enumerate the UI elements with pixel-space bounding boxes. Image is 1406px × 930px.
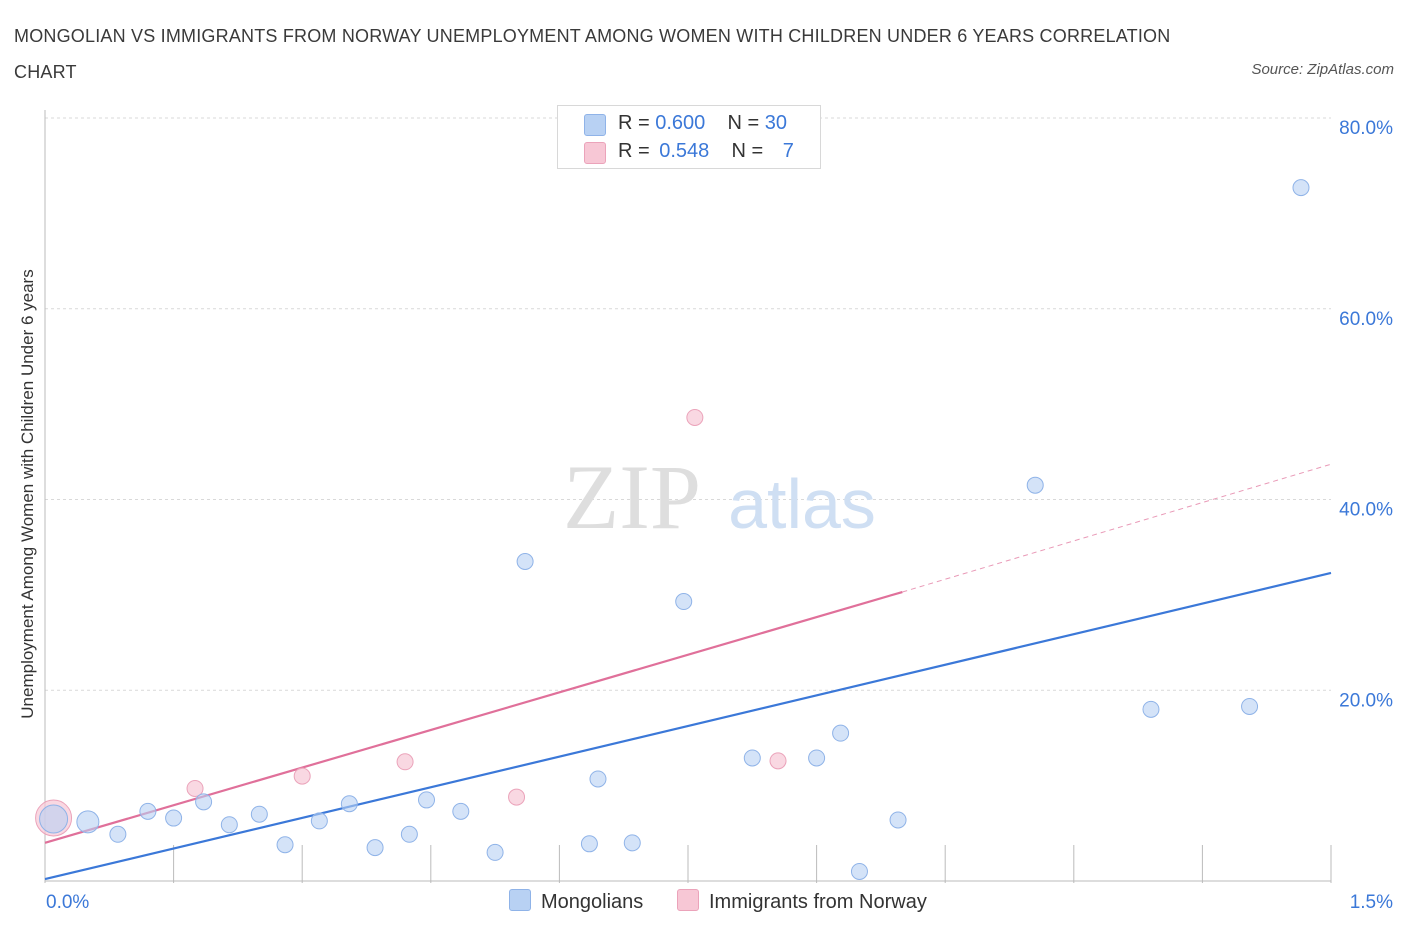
trend-lines bbox=[44, 463, 1332, 881]
data-point-mongolians bbox=[195, 793, 213, 811]
data-point-norway bbox=[186, 779, 204, 797]
legend-r-label: R = bbox=[618, 112, 650, 134]
tick-labels: 20.0% 40.0% 60.0% 80.0% 0.0% 1.5% bbox=[46, 118, 1393, 913]
data-point-mongolians bbox=[452, 802, 470, 820]
data-point-mongolians bbox=[39, 804, 69, 834]
source-label: Source: ZipAtlas.com bbox=[1251, 61, 1394, 78]
y-axis-label: Unemployment Among Women with Children U… bbox=[18, 269, 37, 719]
legend-n-label: N = bbox=[727, 112, 760, 134]
axes bbox=[44, 110, 1332, 883]
data-point-norway bbox=[396, 753, 414, 771]
legend-n-value: 30 bbox=[764, 112, 788, 134]
data-point-mongolians bbox=[486, 843, 504, 861]
watermark-atlas: atlas bbox=[728, 465, 876, 543]
data-point-norway bbox=[686, 408, 704, 426]
correlation-legend: R = 0.600 N = 30 R = 0.548 N = 7 bbox=[557, 105, 821, 169]
data-point-mongolians bbox=[76, 810, 100, 834]
trend-line-norway-extension bbox=[902, 463, 1332, 593]
data-point-mongolians bbox=[1142, 700, 1160, 718]
data-point-mongolians bbox=[400, 825, 418, 843]
data-point-mongolians bbox=[516, 552, 534, 570]
y-tick-label: 20.0% bbox=[1339, 690, 1393, 711]
x-tick-label: 1.5% bbox=[1350, 892, 1393, 913]
legend-n-label: N = bbox=[731, 140, 764, 162]
legend-swatch-blue bbox=[584, 114, 606, 136]
data-points bbox=[35, 179, 1310, 880]
legend-r-value: 0.600 bbox=[655, 112, 706, 134]
data-point-mongolians bbox=[418, 791, 436, 809]
watermark: ZIP atlas bbox=[563, 446, 876, 548]
bottom-legend-label: Immigrants from Norway bbox=[709, 891, 927, 913]
watermark-zip: ZIP bbox=[563, 446, 701, 548]
data-point-mongolians bbox=[832, 724, 850, 742]
data-point-norway bbox=[508, 788, 526, 806]
data-point-mongolians bbox=[366, 839, 384, 857]
data-point-mongolians bbox=[310, 812, 328, 830]
data-point-mongolians bbox=[1026, 476, 1044, 494]
data-point-mongolians bbox=[165, 809, 183, 827]
x-tick-label: 0.0% bbox=[46, 892, 89, 913]
data-point-mongolians bbox=[1241, 697, 1259, 715]
legend-n-value: 7 bbox=[782, 140, 794, 162]
data-point-mongolians bbox=[276, 836, 294, 854]
data-point-mongolians bbox=[139, 802, 157, 820]
bottom-legend-mongolians: Mongolians bbox=[509, 889, 643, 914]
data-point-mongolians bbox=[1292, 179, 1310, 197]
data-point-mongolians bbox=[340, 795, 358, 813]
y-tick-label: 80.0% bbox=[1339, 118, 1393, 139]
data-point-mongolians bbox=[889, 811, 907, 829]
bottom-legend-swatch-pink bbox=[677, 889, 699, 911]
legend-r-label: R = bbox=[618, 140, 650, 162]
chart-title: MONGOLIAN VS IMMIGRANTS FROM NORWAY UNEM… bbox=[14, 26, 1171, 82]
y-tick-label: 40.0% bbox=[1339, 500, 1393, 521]
trend-line-mongolians bbox=[44, 571, 1332, 881]
bottom-legend-swatch-blue bbox=[509, 889, 531, 911]
data-point-mongolians bbox=[220, 816, 238, 834]
data-point-norway bbox=[769, 752, 787, 770]
data-point-mongolians bbox=[250, 805, 268, 823]
data-point-mongolians bbox=[589, 770, 607, 788]
data-point-mongolians bbox=[850, 862, 868, 880]
data-point-mongolians bbox=[743, 749, 761, 767]
legend-r-value: 0.548 bbox=[659, 140, 710, 162]
trend-line-norway bbox=[44, 590, 903, 844]
data-point-norway bbox=[293, 767, 311, 785]
legend-swatch-pink bbox=[584, 142, 606, 164]
y-tick-label: 60.0% bbox=[1339, 309, 1393, 330]
data-point-mongolians bbox=[109, 825, 127, 843]
data-point-mongolians bbox=[675, 593, 693, 611]
data-point-mongolians bbox=[580, 835, 598, 853]
bottom-legend-norway: Immigrants from Norway bbox=[677, 889, 927, 914]
data-point-mongolians bbox=[623, 834, 641, 852]
data-point-mongolians bbox=[808, 749, 826, 767]
bottom-legend-label: Mongolians bbox=[541, 891, 644, 913]
